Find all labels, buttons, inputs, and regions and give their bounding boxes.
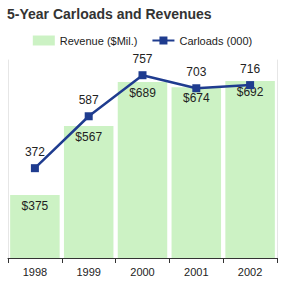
svg-text:$567: $567 — [75, 130, 102, 144]
svg-text:$375: $375 — [22, 199, 49, 213]
svg-text:587: 587 — [79, 93, 99, 107]
svg-text:$689: $689 — [129, 86, 156, 100]
svg-text:716: 716 — [240, 62, 260, 76]
svg-text:2000: 2000 — [130, 266, 154, 278]
svg-text:1998: 1998 — [23, 266, 47, 278]
svg-text:Revenue ($Mil.): Revenue ($Mil.) — [60, 35, 138, 47]
svg-text:757: 757 — [132, 52, 152, 66]
svg-text:$692: $692 — [236, 84, 264, 99]
svg-text:703: 703 — [186, 65, 206, 79]
svg-text:5-Year Carloads and Revenues: 5-Year Carloads and Revenues — [7, 6, 212, 22]
svg-text:2002: 2002 — [238, 266, 262, 278]
svg-text:372: 372 — [25, 145, 45, 159]
svg-text:2001: 2001 — [184, 266, 208, 278]
svg-text:1999: 1999 — [76, 266, 100, 278]
svg-text:$674: $674 — [183, 91, 210, 105]
svg-text:Carloads (000): Carloads (000) — [179, 35, 252, 47]
